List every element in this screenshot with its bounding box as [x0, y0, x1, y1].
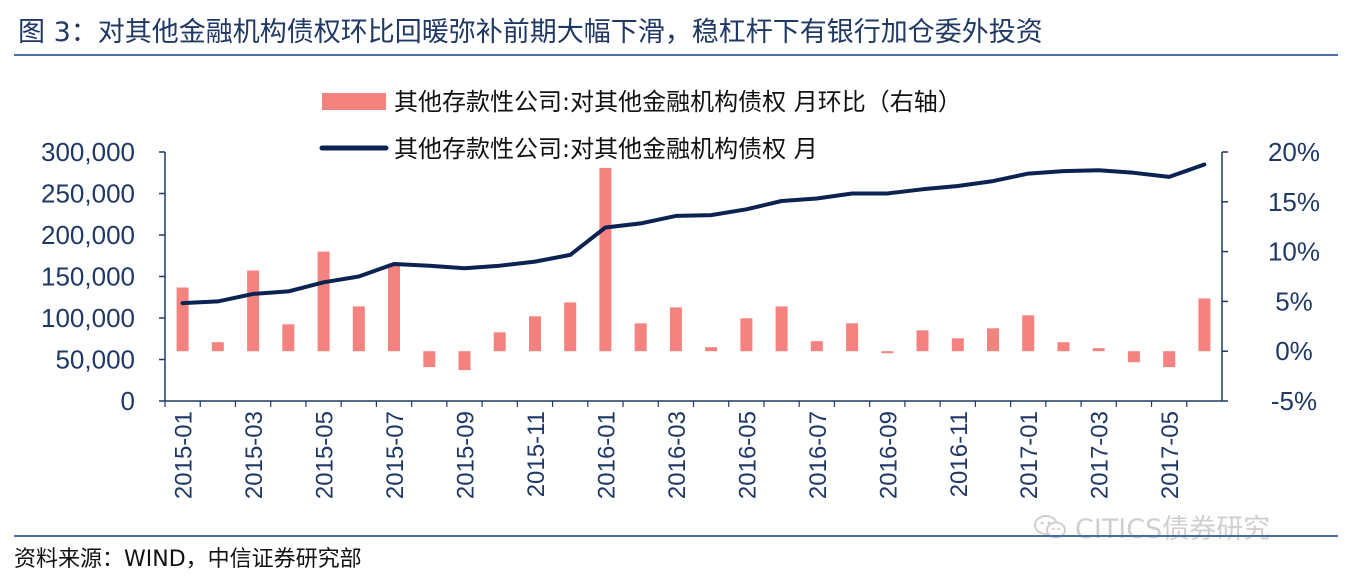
right-tick-label: 10%	[1268, 237, 1320, 267]
bar-2015-03	[247, 270, 260, 352]
bar-2015-05	[317, 251, 330, 352]
left-tick-label: 150,000	[41, 262, 135, 292]
axes: 0 50,000 100,000 150,000 200,000 250,000 300,0…	[41, 137, 1320, 499]
bottom-divider	[14, 535, 1338, 537]
wechat-icon	[1034, 514, 1066, 538]
x-tick-label: 2016-07	[805, 411, 832, 499]
bar-2016-10	[916, 330, 929, 352]
x-tick-label: 2015-05	[312, 411, 339, 499]
bar-2017-04	[1127, 351, 1140, 363]
source-note: 资料来源：WIND，中信证券研究部	[14, 547, 362, 572]
bar-2015-02	[211, 342, 224, 352]
x-tick-label: 2016-09	[875, 411, 902, 499]
bar-2016-05	[740, 318, 753, 352]
x-tick-label: 2015-07	[382, 411, 409, 499]
legend-label-bar: 其他存款性公司:对其他金融机构债权 月环比（右轴）	[394, 88, 962, 116]
right-tick-label: 5%	[1275, 286, 1313, 316]
bar-2016-04	[705, 347, 718, 352]
x-tick-label: 2016-03	[664, 411, 691, 499]
left-tick-label: 100,000	[41, 303, 135, 333]
right-tick-label: 20%	[1268, 137, 1320, 167]
bar-2017-06	[1198, 298, 1211, 352]
bar-2016-02	[634, 323, 647, 352]
bar-2015-04	[282, 324, 295, 352]
bar-2016-06	[775, 306, 788, 352]
bar-2015-09	[458, 351, 471, 371]
top-divider	[14, 54, 1338, 56]
bar-2017-05	[1163, 351, 1176, 368]
right-tick-label: 0%	[1275, 336, 1313, 366]
right-tick-label: -5%	[1271, 386, 1317, 416]
bar-2016-03	[669, 307, 682, 352]
x-tick-label: 2016-11	[946, 411, 973, 497]
figure-title: 图 3：对其他金融机构债权环比回暖弥补前期大幅下滑，稳杠杆下有银行加仓委外投资	[18, 17, 1043, 48]
left-tick-label: 250,000	[41, 179, 135, 209]
x-tick-label: 2017-03	[1087, 411, 1114, 499]
legend: 其他存款性公司:对其他金融机构债权 月环比（右轴） 其他存款性公司:对其他金融机构…	[319, 88, 962, 163]
bar-2015-06	[352, 306, 365, 352]
line-path	[180, 162, 1207, 306]
bar-2017-02	[1057, 342, 1070, 352]
bar-2015-01	[176, 287, 189, 352]
bar-2017-01	[1022, 315, 1035, 352]
x-tick-label: 2017-01	[1016, 411, 1043, 499]
bar-2015-10	[493, 332, 506, 352]
x-tick-label: 2016-05	[734, 411, 761, 499]
bar-2015-07	[388, 263, 400, 352]
watermark-text: CITICS债券研究	[1075, 514, 1271, 545]
bar-2016-07	[810, 341, 823, 352]
x-tick-label: 2017-05	[1157, 411, 1184, 499]
legend-label-line: 其他存款性公司:对其他金融机构债权 月	[394, 135, 818, 163]
x-tick-label: 2015-09	[453, 411, 480, 499]
x-tick-label: 2015-03	[241, 411, 268, 499]
bar-2017-03	[1092, 348, 1105, 352]
left-tick-label: 200,000	[41, 220, 135, 250]
bar-2016-11	[951, 338, 964, 352]
bar-2016-01	[599, 167, 612, 352]
bar-2015-11	[529, 316, 541, 352]
watermark: CITICS债券研究	[1033, 507, 1270, 546]
bar-2016-09	[881, 351, 894, 354]
right-tick-label: 15%	[1268, 187, 1320, 217]
left-tick-label: 0	[121, 386, 135, 416]
left-tick-label: 50,000	[55, 345, 135, 375]
left-tick-label: 300,000	[41, 137, 135, 167]
bar-2016-08	[846, 323, 859, 352]
bar-2016-12	[987, 328, 999, 352]
bar-2015-08	[423, 351, 436, 368]
x-tick-label: 2015-11	[523, 411, 550, 497]
x-tick-label: 2016-01	[593, 411, 620, 499]
bar-2015-12	[564, 302, 577, 352]
bar-series	[176, 167, 1211, 371]
legend-swatch-bar	[322, 93, 386, 110]
x-tick-label: 2015-01	[171, 411, 198, 499]
line-series	[180, 162, 1207, 306]
